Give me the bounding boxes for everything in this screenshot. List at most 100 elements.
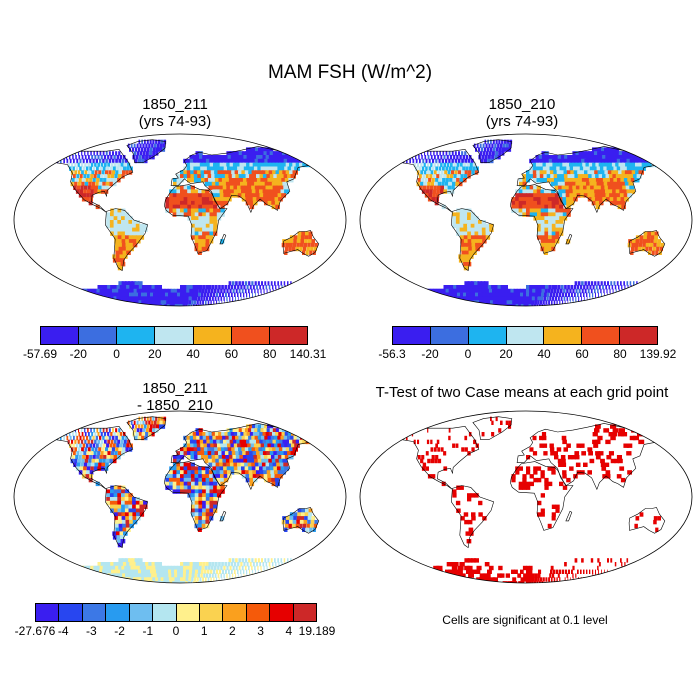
map-cell: [223, 166, 229, 171]
map-cell: [126, 285, 132, 290]
map-cell: [164, 304, 169, 306]
map-cell: [621, 162, 628, 168]
map-cell: [168, 292, 172, 297]
map-cell: [571, 181, 577, 187]
map-cell: [136, 143, 139, 148]
map-cell: [558, 158, 563, 164]
map-cell: [413, 439, 416, 445]
map-cell: [239, 178, 245, 183]
map-cell: [278, 447, 285, 452]
map-cell: [618, 185, 624, 190]
map-cell: [617, 573, 620, 578]
map-cell: [557, 296, 560, 301]
map-cell: [588, 174, 593, 179]
map-cell: [87, 428, 89, 433]
map-cell: [575, 300, 577, 305]
map-cell: [443, 300, 452, 305]
map-cell: [91, 447, 95, 452]
map-cell: [641, 162, 648, 168]
map-cell: [81, 573, 90, 578]
map-cell: [287, 281, 289, 286]
map-cell: [526, 288, 530, 294]
map-cell: [204, 292, 207, 297]
map-cell: [69, 292, 77, 297]
map-cell: [613, 178, 619, 183]
map-cell: [464, 435, 468, 441]
map-cell: [535, 158, 540, 164]
map-cell: [474, 216, 479, 221]
map-cell: [202, 285, 206, 290]
map-cell: [310, 155, 317, 160]
map-cell: [533, 200, 538, 206]
map-cell: [120, 581, 129, 583]
map-cell: [607, 281, 609, 286]
map-cell: [201, 516, 206, 521]
map-cell: [622, 174, 628, 179]
map-cell: [559, 216, 564, 221]
map-cell: [242, 174, 247, 179]
map-cell: [100, 285, 107, 290]
map-cell: [297, 235, 302, 240]
map-cell: [518, 181, 523, 187]
map-cell: [152, 288, 157, 294]
map-cell: [102, 158, 105, 164]
map-cell: [627, 285, 629, 290]
map-cell: [292, 242, 297, 248]
map-cell: [529, 185, 534, 190]
map-cell: [544, 304, 546, 306]
map-cell: [537, 512, 542, 517]
map-cell: [429, 189, 433, 194]
map-cell: [596, 304, 602, 306]
map-cell: [643, 562, 645, 567]
map-cell: [80, 185, 84, 190]
map-cell: [306, 435, 313, 441]
map-cell: [584, 304, 589, 306]
map-cell: [124, 504, 130, 509]
map-cell: [548, 577, 550, 582]
map-cell: [92, 178, 96, 183]
map-cell: [180, 193, 185, 198]
map-cell: [82, 435, 85, 441]
map-cell: [94, 577, 103, 582]
map-cell: [77, 577, 87, 582]
map-cell: [304, 516, 308, 521]
map-cell: [183, 569, 187, 574]
map-cell: [229, 288, 232, 294]
map-cell: [558, 185, 563, 190]
map-cell: [600, 185, 606, 190]
map-cell: [478, 242, 484, 248]
map-cell: [583, 189, 588, 194]
map-cell: [53, 432, 55, 437]
map-cell: [165, 197, 170, 202]
map-cell: [536, 170, 541, 175]
map-cell: [290, 443, 297, 448]
map-cell: [272, 292, 274, 297]
map-cell: [243, 573, 245, 578]
map-cell: [298, 292, 301, 297]
map-cell: [466, 569, 472, 574]
map-cell: [555, 227, 560, 232]
map-cell: [662, 285, 663, 290]
map-cell: [526, 304, 529, 306]
map-cell: [538, 155, 543, 160]
map-cell: [202, 212, 207, 217]
map-cell: [219, 462, 224, 467]
map-cell: [113, 223, 118, 229]
map-cell: [601, 193, 607, 198]
map-cell: [251, 447, 257, 452]
map-cell: [454, 151, 457, 156]
map-cell: [91, 577, 100, 582]
map-cell: [96, 288, 103, 294]
map-cell: [522, 185, 527, 190]
map-cell: [264, 558, 267, 563]
map-cell: [251, 288, 253, 294]
coastline-ma: [219, 233, 227, 245]
map-cell: [614, 155, 621, 160]
map-cell: [149, 565, 154, 571]
map-cell: [233, 462, 238, 467]
map-cell: [606, 166, 612, 171]
map-cell: [436, 296, 444, 301]
map-cell: [213, 439, 218, 445]
map-cell: [386, 285, 394, 290]
map-cell: [540, 227, 545, 232]
